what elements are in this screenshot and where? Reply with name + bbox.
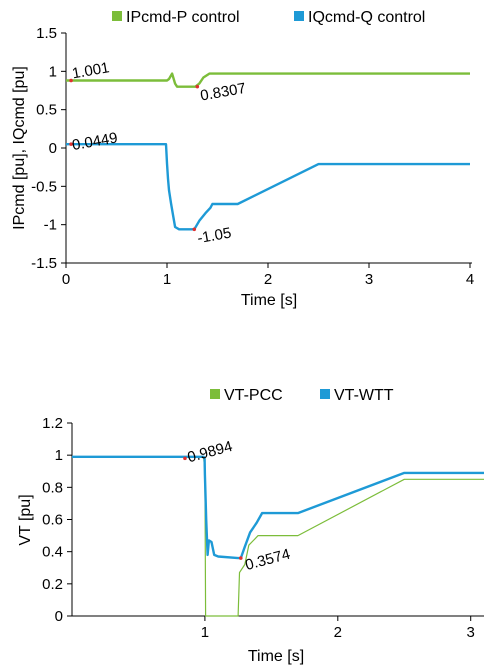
x-tick-label: 1 (163, 271, 171, 288)
y-tick-label: 0 (49, 140, 57, 157)
legend-swatch-ipcmd (112, 11, 122, 21)
y-axis-title: IPcmd [pu], IQcmd [pu] (11, 66, 28, 230)
legend-label-iqcmd: IQcmd-Q control (308, 9, 425, 26)
y-tick-label: 1.5 (36, 25, 57, 42)
datatip-label: 1.001 (71, 59, 111, 82)
y-tick-label: 1 (49, 63, 57, 80)
x-tick-label: 2 (264, 271, 272, 288)
y-tick-label: -0.5 (31, 178, 57, 195)
legend-swatch-iqcmd (294, 11, 304, 21)
y-tick-label: 1 (55, 447, 63, 464)
chart-current-commands: IPcmd-P control IQcmd-Q control 1.5 1 0.5 0… (11, 9, 474, 309)
datatip-label: -1.05 (196, 225, 233, 248)
x-tick-label: 0 (62, 271, 70, 288)
datatip-marker[interactable] (183, 456, 187, 461)
x-tick-label: 4 (466, 271, 474, 288)
series-line-ipcmd-p-control (66, 72, 470, 88)
x-tick-label: 3 (365, 271, 373, 288)
x-tick-label: 1 (201, 624, 209, 641)
legend: VT-PCC VT-WTT (210, 387, 394, 404)
x-tick-label: 3 (467, 624, 475, 641)
legend-label-ipcmd: IPcmd-P control (126, 9, 240, 26)
legend-label-vt-pcc: VT-PCC (224, 387, 283, 404)
chart-terminal-voltage: VT-PCC VT-WTT 1.2 1 0.8 0.6 0.4 0.2 0 1 2 3 VT [… (17, 387, 484, 665)
datatip-marker[interactable] (238, 556, 243, 560)
series-line-vt-wtt (72, 455, 484, 560)
y-tick-label: 0 (55, 608, 63, 625)
series-line-iqcmd-q-control (66, 142, 470, 231)
y-axis-title: VT [pu] (17, 494, 34, 545)
y-tick-label: 0.8 (42, 479, 63, 496)
datatip-label: 0.3574 (243, 546, 292, 574)
datatip-label: 0.8307 (199, 80, 247, 105)
y-tick-label: 0.6 (42, 512, 63, 529)
y-tick-label: 0.4 (42, 544, 63, 561)
legend-swatch-vt-pcc (210, 389, 220, 399)
datatip-label: 0.0449 (71, 129, 119, 154)
legend: IPcmd-P control IQcmd-Q control (112, 9, 425, 26)
y-tick-label: 1.2 (42, 415, 63, 432)
y-tick-label: -1.5 (31, 255, 57, 272)
legend-swatch-vt-wtt (320, 389, 330, 399)
y-tick-label: -1 (44, 217, 57, 234)
datatip-marker[interactable] (195, 84, 200, 89)
datatip-marker[interactable] (69, 142, 73, 146)
datatip-marker[interactable] (69, 78, 73, 83)
x-tick-label: 2 (334, 624, 342, 641)
series-line-vt-pcc (72, 456, 484, 617)
datatip-label: 0.9894 (186, 438, 235, 466)
x-axis-title: Time [s] (241, 292, 297, 309)
x-axis-title: Time [s] (248, 648, 304, 665)
y-tick-label: 0.5 (36, 102, 57, 119)
y-tick-label: 0.2 (42, 576, 63, 593)
legend-label-vt-wtt: VT-WTT (334, 387, 394, 404)
datatip-marker[interactable] (192, 227, 197, 232)
